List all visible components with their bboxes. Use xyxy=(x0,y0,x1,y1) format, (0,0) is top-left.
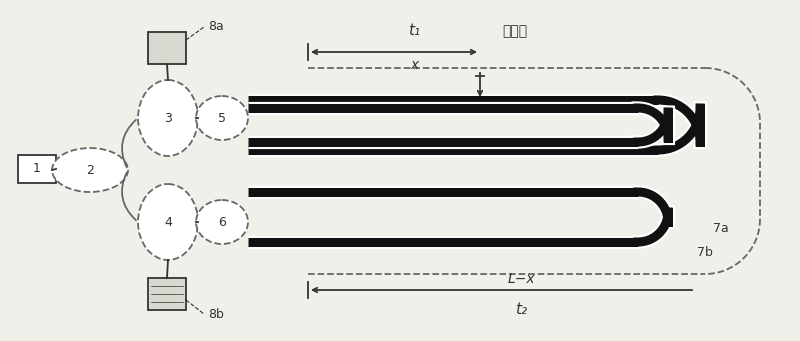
Text: 扜动点: 扜动点 xyxy=(502,24,527,38)
FancyBboxPatch shape xyxy=(148,32,186,64)
Text: 1: 1 xyxy=(33,163,41,176)
Text: 8b: 8b xyxy=(208,309,224,322)
Text: t₂: t₂ xyxy=(515,302,527,317)
Text: t₁: t₁ xyxy=(408,23,420,38)
Text: L−x: L−x xyxy=(508,272,535,286)
Text: 6: 6 xyxy=(218,216,226,228)
Ellipse shape xyxy=(196,200,248,244)
Text: 2: 2 xyxy=(86,163,94,177)
Text: 7b: 7b xyxy=(697,246,713,258)
Text: 7a: 7a xyxy=(713,222,729,235)
Text: 5: 5 xyxy=(218,112,226,124)
Text: 4: 4 xyxy=(164,216,172,228)
Text: x: x xyxy=(410,58,418,72)
Ellipse shape xyxy=(52,148,128,192)
Text: 3: 3 xyxy=(164,112,172,124)
FancyBboxPatch shape xyxy=(148,278,186,310)
Text: 8a: 8a xyxy=(208,19,224,32)
Ellipse shape xyxy=(138,80,198,156)
Ellipse shape xyxy=(196,96,248,140)
FancyBboxPatch shape xyxy=(18,155,56,183)
Ellipse shape xyxy=(138,184,198,260)
